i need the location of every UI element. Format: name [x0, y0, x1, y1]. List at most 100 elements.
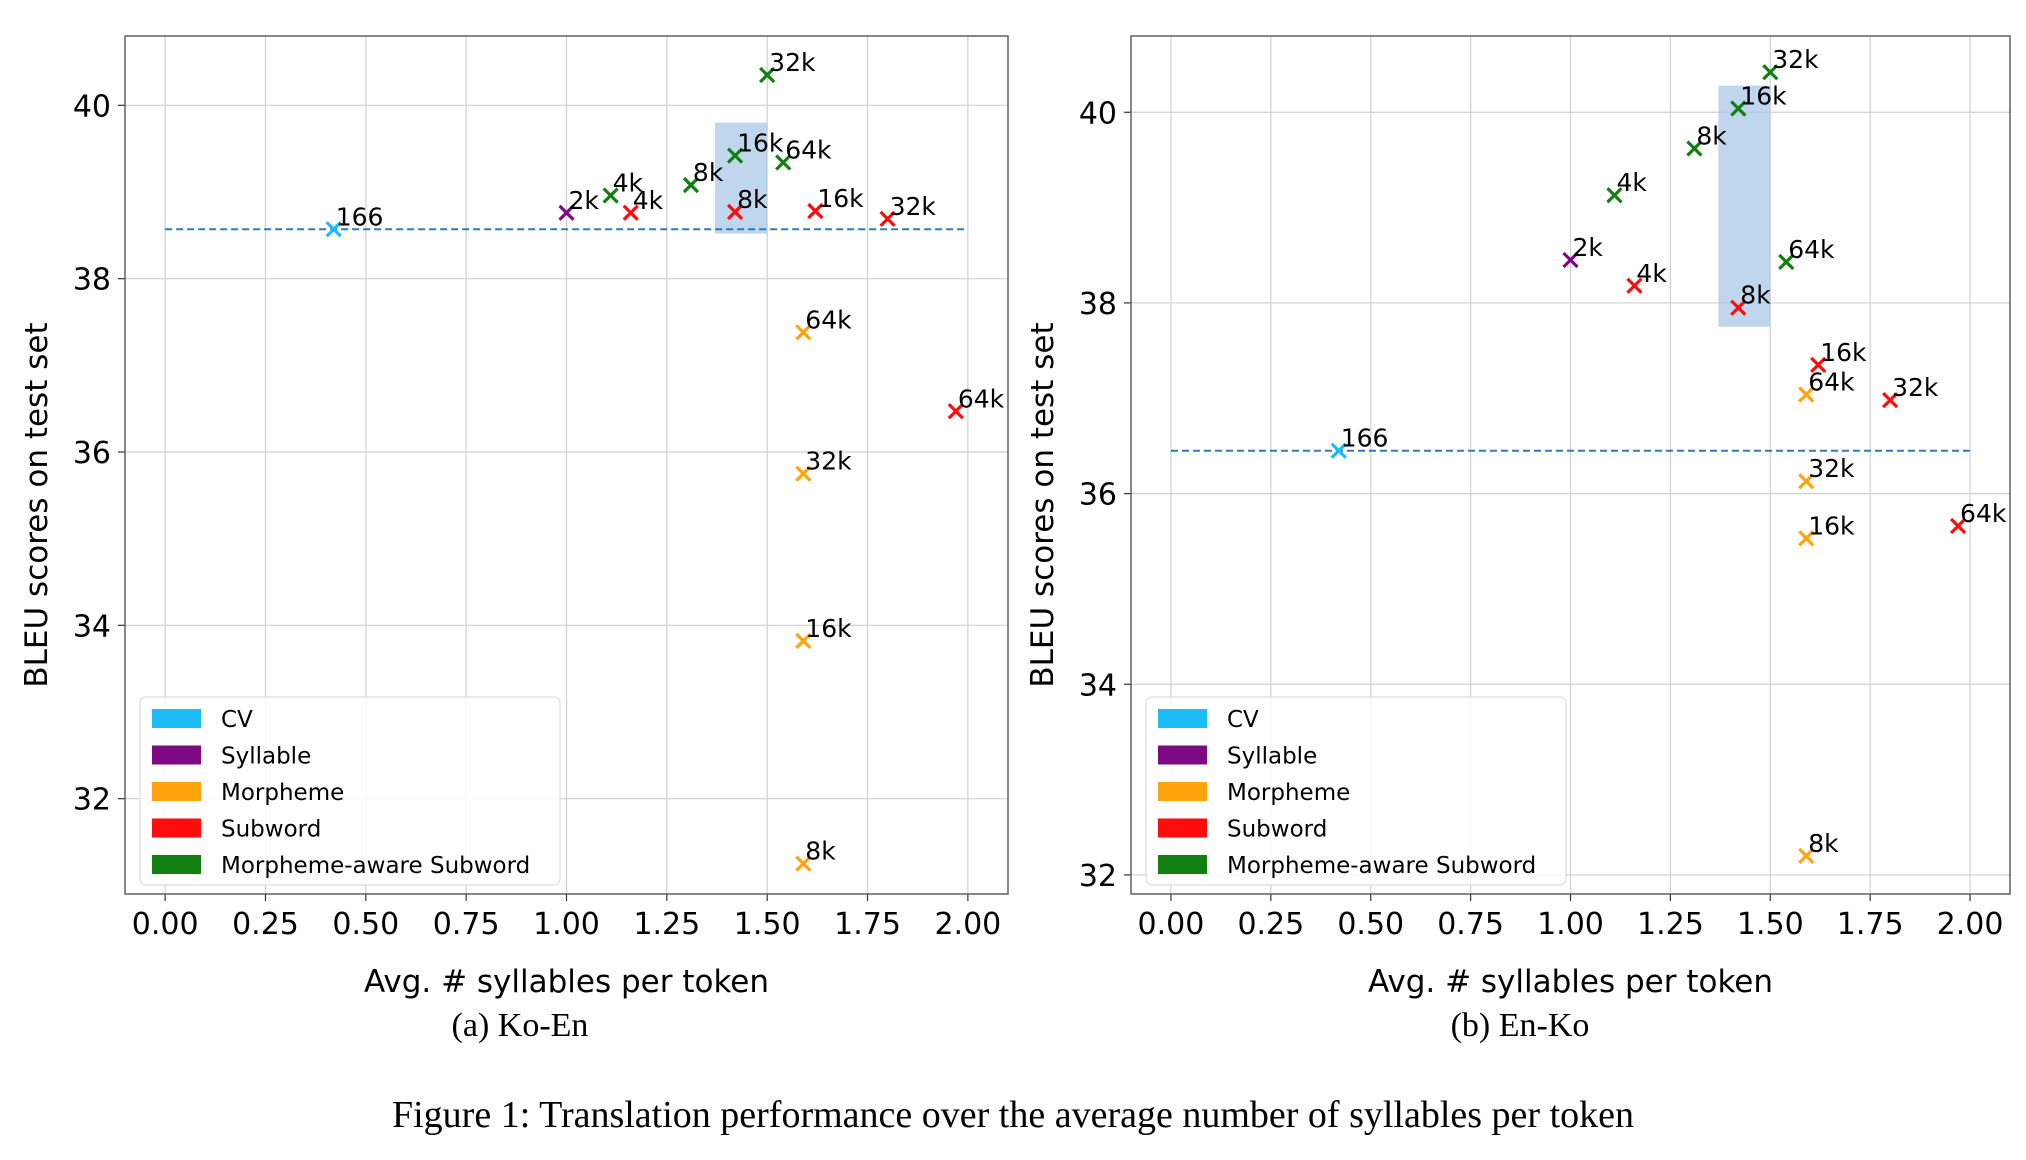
marker-stroke — [879, 210, 896, 227]
data-point — [795, 855, 812, 872]
data-point — [1686, 140, 1703, 157]
data-label: 166 — [336, 202, 384, 231]
data-label: 16k — [805, 614, 852, 643]
marker-stroke — [1562, 251, 1579, 269]
marker-stroke — [795, 465, 812, 482]
subcaption: (a) Ko-En — [452, 1007, 589, 1044]
data-label: 32k — [1772, 45, 1819, 74]
y-axis-label: BLEU scores on test set — [19, 322, 55, 687]
data-label: 64k — [1960, 499, 2007, 528]
series-morpheme-aware-subword: 4k 8k 16k 32k 64k — [602, 48, 832, 204]
x-tick-label: 0.50 — [1337, 907, 1404, 942]
data-label: 4k — [1616, 168, 1647, 197]
marker-stroke — [622, 204, 639, 221]
y-tick-label: 38 — [1079, 287, 1117, 322]
data-point — [726, 203, 744, 221]
marker-stroke — [795, 632, 812, 650]
marker-stroke — [1762, 64, 1779, 81]
data-point — [775, 154, 792, 171]
data-point — [807, 202, 824, 220]
legend-swatch — [1158, 709, 1207, 728]
legend-box — [1145, 696, 1567, 886]
marker-stroke — [1686, 140, 1703, 157]
data-label: 166 — [1341, 424, 1389, 453]
data-label: 4k — [633, 186, 664, 215]
series-morpheme-aware-subword: 4k 8k 16k 32k 64k — [1606, 45, 1835, 271]
y-tick-label: 34 — [73, 609, 111, 644]
data-label: 32k — [805, 447, 852, 476]
marker-stroke — [775, 154, 792, 171]
data-label: 32k — [890, 192, 937, 221]
series-morpheme: 64k 32k 16k 8k — [795, 305, 852, 872]
legend-label: Syllable — [221, 744, 311, 770]
legend-label: Syllable — [1227, 744, 1317, 770]
y-tick-label: 36 — [73, 436, 111, 471]
legend-label: Morpheme — [221, 780, 344, 806]
data-label: 16k — [737, 129, 784, 158]
series-syllable: 2k — [1562, 233, 1604, 269]
plot-frame — [1130, 35, 2011, 895]
data-label: 16k — [1808, 511, 1855, 540]
data-point — [1730, 299, 1747, 316]
marker-stroke — [325, 221, 342, 238]
x-tick-label: 1.75 — [1837, 907, 1904, 942]
data-point — [325, 221, 342, 238]
data-point — [1810, 356, 1827, 374]
legend-swatch — [152, 818, 201, 838]
legend-label: Subword — [1227, 817, 1327, 843]
x-tick-label: 2.00 — [1937, 907, 2004, 942]
data-point — [879, 210, 896, 227]
y-tick-label: 40 — [1079, 96, 1117, 131]
legend-label: CV — [221, 707, 253, 733]
data-label: 16k — [1820, 338, 1867, 367]
data-label: 2k — [569, 186, 600, 215]
y-tick-label: 36 — [1079, 478, 1117, 513]
marker-stroke — [1798, 530, 1815, 547]
data-label: 8k — [1808, 829, 1839, 858]
data-point — [795, 632, 812, 650]
x-tick-label: 1.50 — [1737, 907, 1804, 942]
legend-box — [139, 696, 561, 886]
data-label: 8k — [1740, 281, 1771, 310]
data-point — [1778, 253, 1795, 271]
data-point — [1882, 392, 1899, 409]
legend-label: Morpheme-aware Subword — [221, 853, 530, 879]
marker-stroke — [1810, 356, 1827, 374]
data-point — [759, 66, 776, 84]
y-tick-label: 32 — [73, 783, 111, 818]
series-subword: 4k 8k 16k 32k 64k — [622, 184, 1005, 420]
legend-label: CV — [1227, 707, 1259, 733]
x-tick-label: 0.75 — [1437, 907, 1504, 942]
data-point — [1798, 386, 1815, 403]
subcaption: (b) En-Ko — [1451, 1007, 1590, 1044]
legend-label: Morpheme — [1227, 780, 1350, 806]
marker-stroke — [795, 324, 812, 341]
marker-stroke — [795, 855, 812, 872]
legend-label: Subword — [221, 817, 321, 843]
data-label: 64k — [805, 305, 852, 334]
data-point — [1606, 187, 1623, 204]
marker-stroke — [1626, 277, 1643, 294]
data-label: 8k — [805, 837, 836, 866]
data-point — [1762, 64, 1779, 81]
x-axis-label: Avg. # syllables per token — [1368, 964, 1773, 1000]
x-tick-label: 1.00 — [1537, 907, 1604, 942]
legend-swatch — [1158, 855, 1207, 874]
marker-stroke — [1798, 473, 1815, 490]
x-tick-label: 0.00 — [132, 907, 199, 942]
highlight-box — [1718, 85, 1771, 327]
data-point — [1730, 100, 1747, 117]
data-point — [1330, 442, 1347, 459]
x-tick-label: 2.00 — [934, 907, 1001, 942]
data-point — [1798, 530, 1815, 547]
data-label: 32k — [1808, 454, 1855, 483]
data-point — [726, 147, 744, 164]
x-axis-label: Avg. # syllables per token — [364, 964, 769, 1000]
marker-stroke — [947, 403, 964, 420]
data-label: 64k — [1788, 235, 1835, 264]
data-label: 2k — [1573, 233, 1604, 262]
series-cv: 166 — [325, 202, 384, 238]
x-tick-label: 0.00 — [1138, 907, 1205, 942]
legend-swatch — [1158, 745, 1207, 765]
data-label: 4k — [613, 168, 644, 197]
